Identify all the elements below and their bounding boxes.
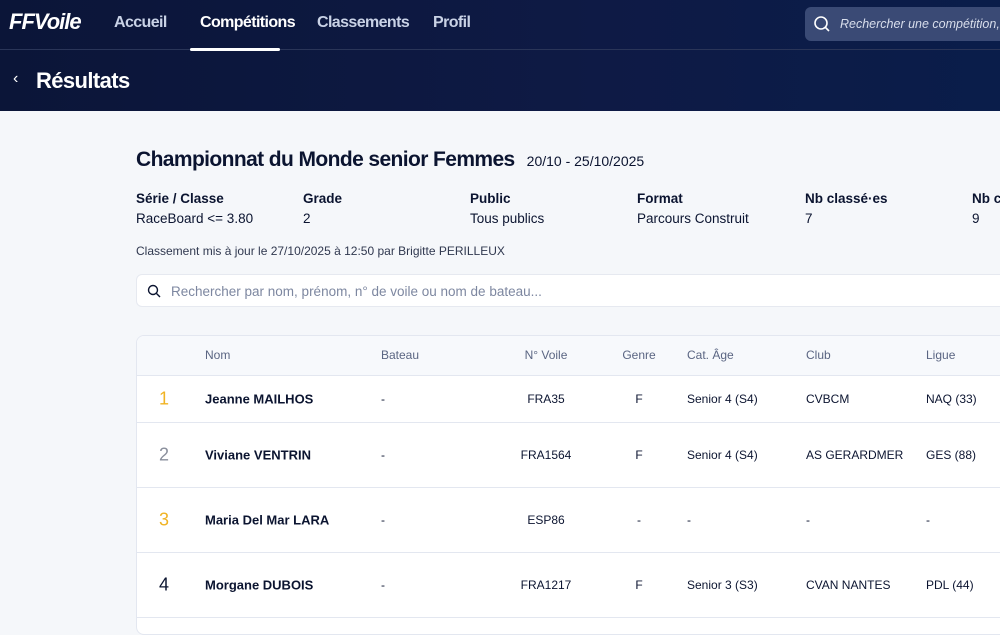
table-header: Nom Bateau N° Voile Genre Cat. Âge Club …	[137, 336, 1000, 376]
boat-cell: -	[381, 513, 385, 527]
cat-cell: Senior 4 (S4)	[687, 448, 758, 462]
meta-serie: Série / Classe RaceBoard <= 3.80	[136, 191, 254, 226]
gender-cell: -	[637, 513, 641, 527]
league-cell: PDL (44)	[926, 578, 974, 592]
col-nom[interactable]: Nom	[205, 348, 231, 362]
meta-format: Format Parcours Construit	[637, 191, 749, 226]
col-genre[interactable]: Genre	[622, 348, 656, 362]
page-title: Résultats	[36, 68, 130, 93]
app-header: FFVoile Accueil Compétitions Classements…	[0, 0, 1000, 111]
rank-cell: 3	[159, 509, 170, 530]
rank-cell: 1	[159, 388, 170, 409]
league-cell: GES (88)	[926, 448, 977, 462]
global-search-placeholder: Rechercher une compétition, u	[840, 17, 1000, 31]
name-cell: Morgane DUBOIS	[205, 577, 314, 593]
name-cell: Viviane VENTRIN	[205, 447, 311, 463]
cat-cell: Senior 3 (S3)	[687, 578, 758, 592]
table-row[interactable]: 4 Morgane DUBOIS - FRA1217 F Senior 3 (S3) CVA…	[137, 553, 1000, 618]
nav-accueil[interactable]: Accueil	[114, 14, 167, 31]
club-cell: CVAN NANTES	[806, 578, 891, 592]
boat-cell: -	[381, 392, 385, 406]
meta-nb-classes: Nb classé·es 7	[805, 191, 888, 226]
sail-cell: FRA35	[527, 392, 565, 406]
meta-public: Public Tous publics	[470, 191, 545, 226]
sail-cell: FRA1217	[520, 578, 572, 592]
league-cell: NAQ (33)	[926, 392, 977, 406]
search-icon	[814, 16, 830, 32]
table-row[interactable]: 3 Maria Del Mar LARA - ESP86 - - - -	[137, 488, 1000, 553]
name-cell: Maria Del Mar LARA	[205, 512, 330, 528]
col-cat-age[interactable]: Cat. Âge	[687, 348, 734, 362]
active-tab-indicator	[190, 48, 280, 51]
event-dates: 20/10 - 25/10/2025	[526, 153, 645, 169]
rank-cell: 2	[159, 444, 170, 465]
search-icon	[147, 284, 161, 298]
sail-cell: FRA1564	[520, 448, 572, 462]
table-row[interactable]: 1 Jeanne MAILHOS - FRA35 F Senior 4 (S4) CVBCM…	[137, 376, 1000, 423]
gender-cell: F	[635, 448, 643, 462]
league-cell: -	[926, 513, 930, 527]
nav-classements[interactable]: Classements	[317, 14, 410, 31]
ffvoile-logo[interactable]: FFVoile	[9, 9, 82, 34]
cat-cell: -	[687, 513, 691, 527]
global-search-input[interactable]: Rechercher une compétition, u	[805, 7, 1000, 41]
name-cell: Jeanne MAILHOS	[205, 391, 314, 407]
back-chevron-icon[interactable]: ‹	[13, 70, 19, 87]
boat-cell: -	[381, 578, 385, 592]
nav-profil[interactable]: Profil	[433, 14, 471, 31]
col-bateau[interactable]: Bateau	[381, 348, 420, 362]
meta-grade: Grade 2	[303, 191, 343, 226]
results-table: Nom Bateau N° Voile Genre Cat. Âge Club …	[136, 335, 1000, 635]
sail-cell: ESP86	[527, 513, 565, 527]
boat-cell: -	[381, 448, 385, 462]
results-search-placeholder: Rechercher par nom, prénom, n° de voile …	[171, 284, 542, 299]
club-cell: -	[806, 513, 810, 527]
nav-competitions[interactable]: Compétitions	[200, 14, 296, 31]
gender-cell: F	[635, 578, 643, 592]
gender-cell: F	[635, 392, 643, 406]
rank-cell: 4	[159, 574, 170, 595]
col-voile[interactable]: N° Voile	[524, 348, 568, 362]
col-club[interactable]: Club	[806, 348, 831, 362]
club-cell: AS GERARDMER	[806, 448, 904, 462]
update-info: Classement mis à jour le 27/10/2025 à 12…	[136, 244, 505, 258]
table-row[interactable]: 2 Viviane VENTRIN - FRA1564 F Senior 4 (S4) AS…	[137, 423, 1000, 488]
event-title: Championnat du Monde senior Femmes	[136, 148, 515, 171]
top-nav: FFVoile Accueil Compétitions Classements…	[0, 0, 1000, 51]
cat-cell: Senior 4 (S4)	[687, 392, 758, 406]
results-search-input[interactable]: Rechercher par nom, prénom, n° de voile …	[136, 274, 1000, 307]
club-cell: CVBCM	[806, 392, 850, 406]
event-header: Championnat du Monde senior Femmes 20/10…	[136, 148, 644, 172]
col-ligue[interactable]: Ligue	[926, 348, 956, 362]
